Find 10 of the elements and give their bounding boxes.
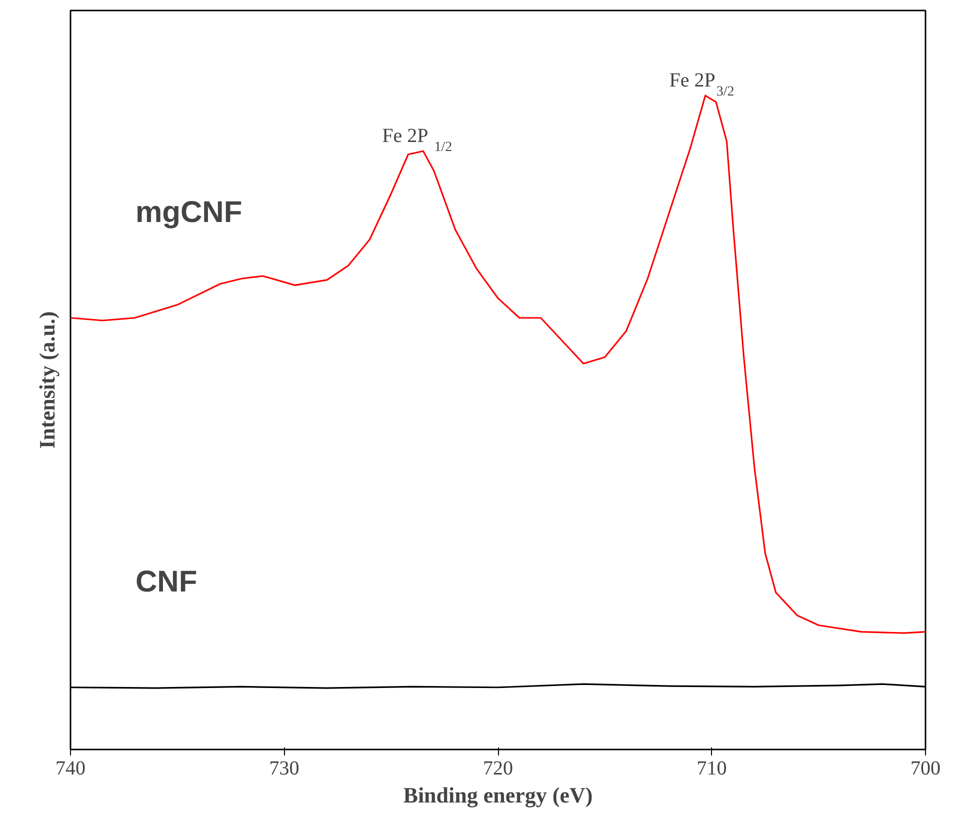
x-axis-title: Binding energy (eV) — [403, 782, 593, 808]
series-label: mgCNF — [136, 196, 242, 230]
annotation: Fe 2P 1/2 — [382, 125, 452, 156]
y-axis-title: Intensity (a.u.) — [34, 311, 60, 449]
x-tick-label: 710 — [696, 758, 727, 780]
x-tick-label: 730 — [269, 758, 300, 780]
x-tick-label: 720 — [483, 758, 513, 780]
x-tick-label: 740 — [56, 758, 86, 780]
text: CNF — [136, 566, 198, 599]
x-tick-label: 700 — [910, 758, 940, 780]
